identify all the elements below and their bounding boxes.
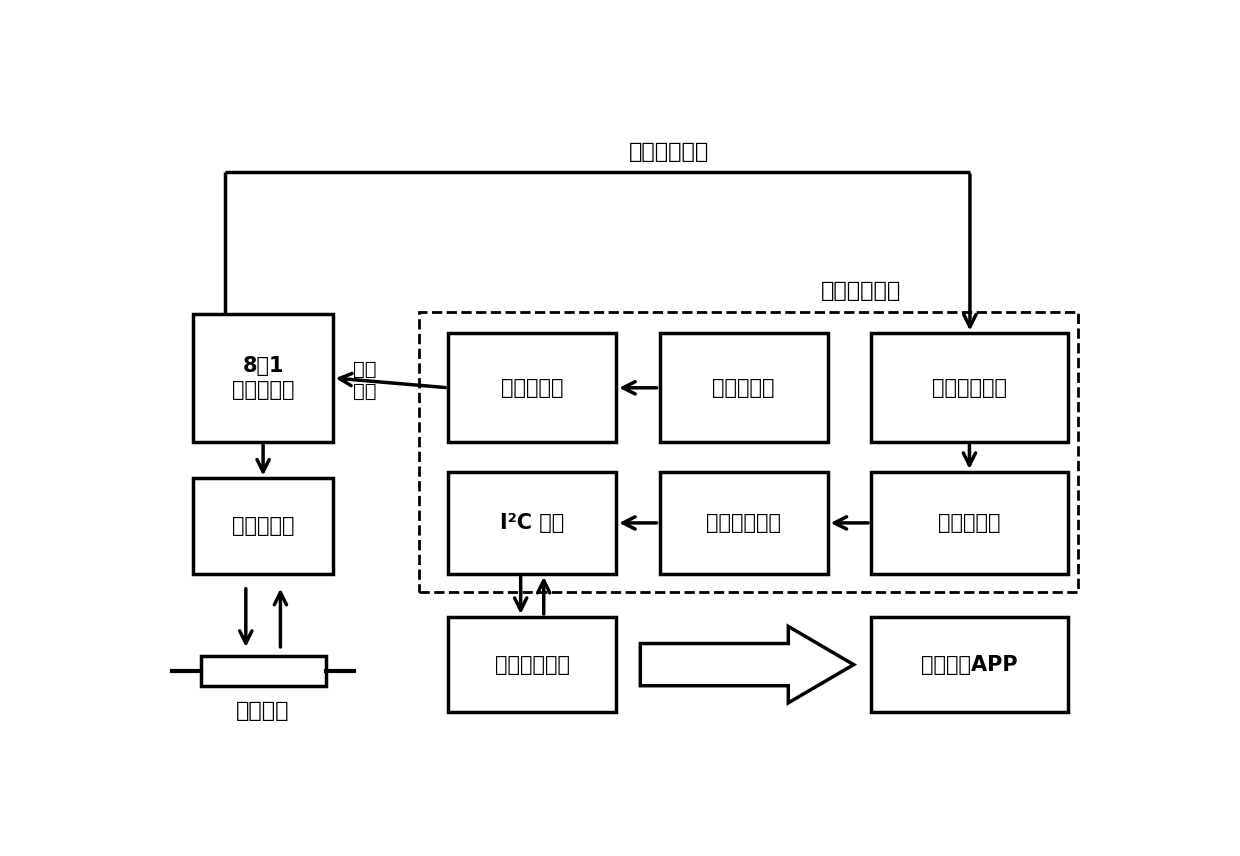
Text: 频率发生器: 频率发生器 xyxy=(712,377,775,398)
Text: 待测电阻: 待测电阻 xyxy=(237,701,290,721)
Bar xyxy=(870,617,1068,712)
Text: 微电极模块: 微电极模块 xyxy=(232,516,294,536)
Bar xyxy=(448,617,616,712)
Text: 阻抗测量模块: 阻抗测量模块 xyxy=(821,281,901,300)
Bar xyxy=(870,472,1068,574)
Text: 信号处理模块: 信号处理模块 xyxy=(706,513,781,533)
Text: 8选1
数据选择器: 8选1 数据选择器 xyxy=(232,356,294,400)
Bar xyxy=(193,479,332,574)
Bar xyxy=(419,312,1078,591)
Bar xyxy=(448,334,616,443)
Text: 前端处理电路: 前端处理电路 xyxy=(932,377,1007,398)
Bar xyxy=(448,472,616,574)
Text: 模数转换器: 模数转换器 xyxy=(939,513,1001,533)
Text: 阻抗响应信号: 阻抗响应信号 xyxy=(629,142,709,162)
Bar xyxy=(201,657,326,686)
Bar xyxy=(870,334,1068,443)
Bar xyxy=(193,313,332,443)
Polygon shape xyxy=(640,627,853,703)
Text: I²C 接口: I²C 接口 xyxy=(500,513,564,533)
Text: 微处理器模块: 微处理器模块 xyxy=(495,655,569,675)
Text: 人机交互APP: 人机交互APP xyxy=(921,655,1018,675)
Text: 激励
电压: 激励 电压 xyxy=(352,360,376,401)
Bar xyxy=(660,334,828,443)
Bar xyxy=(660,472,828,574)
Text: 模数转换器: 模数转换器 xyxy=(501,377,563,398)
